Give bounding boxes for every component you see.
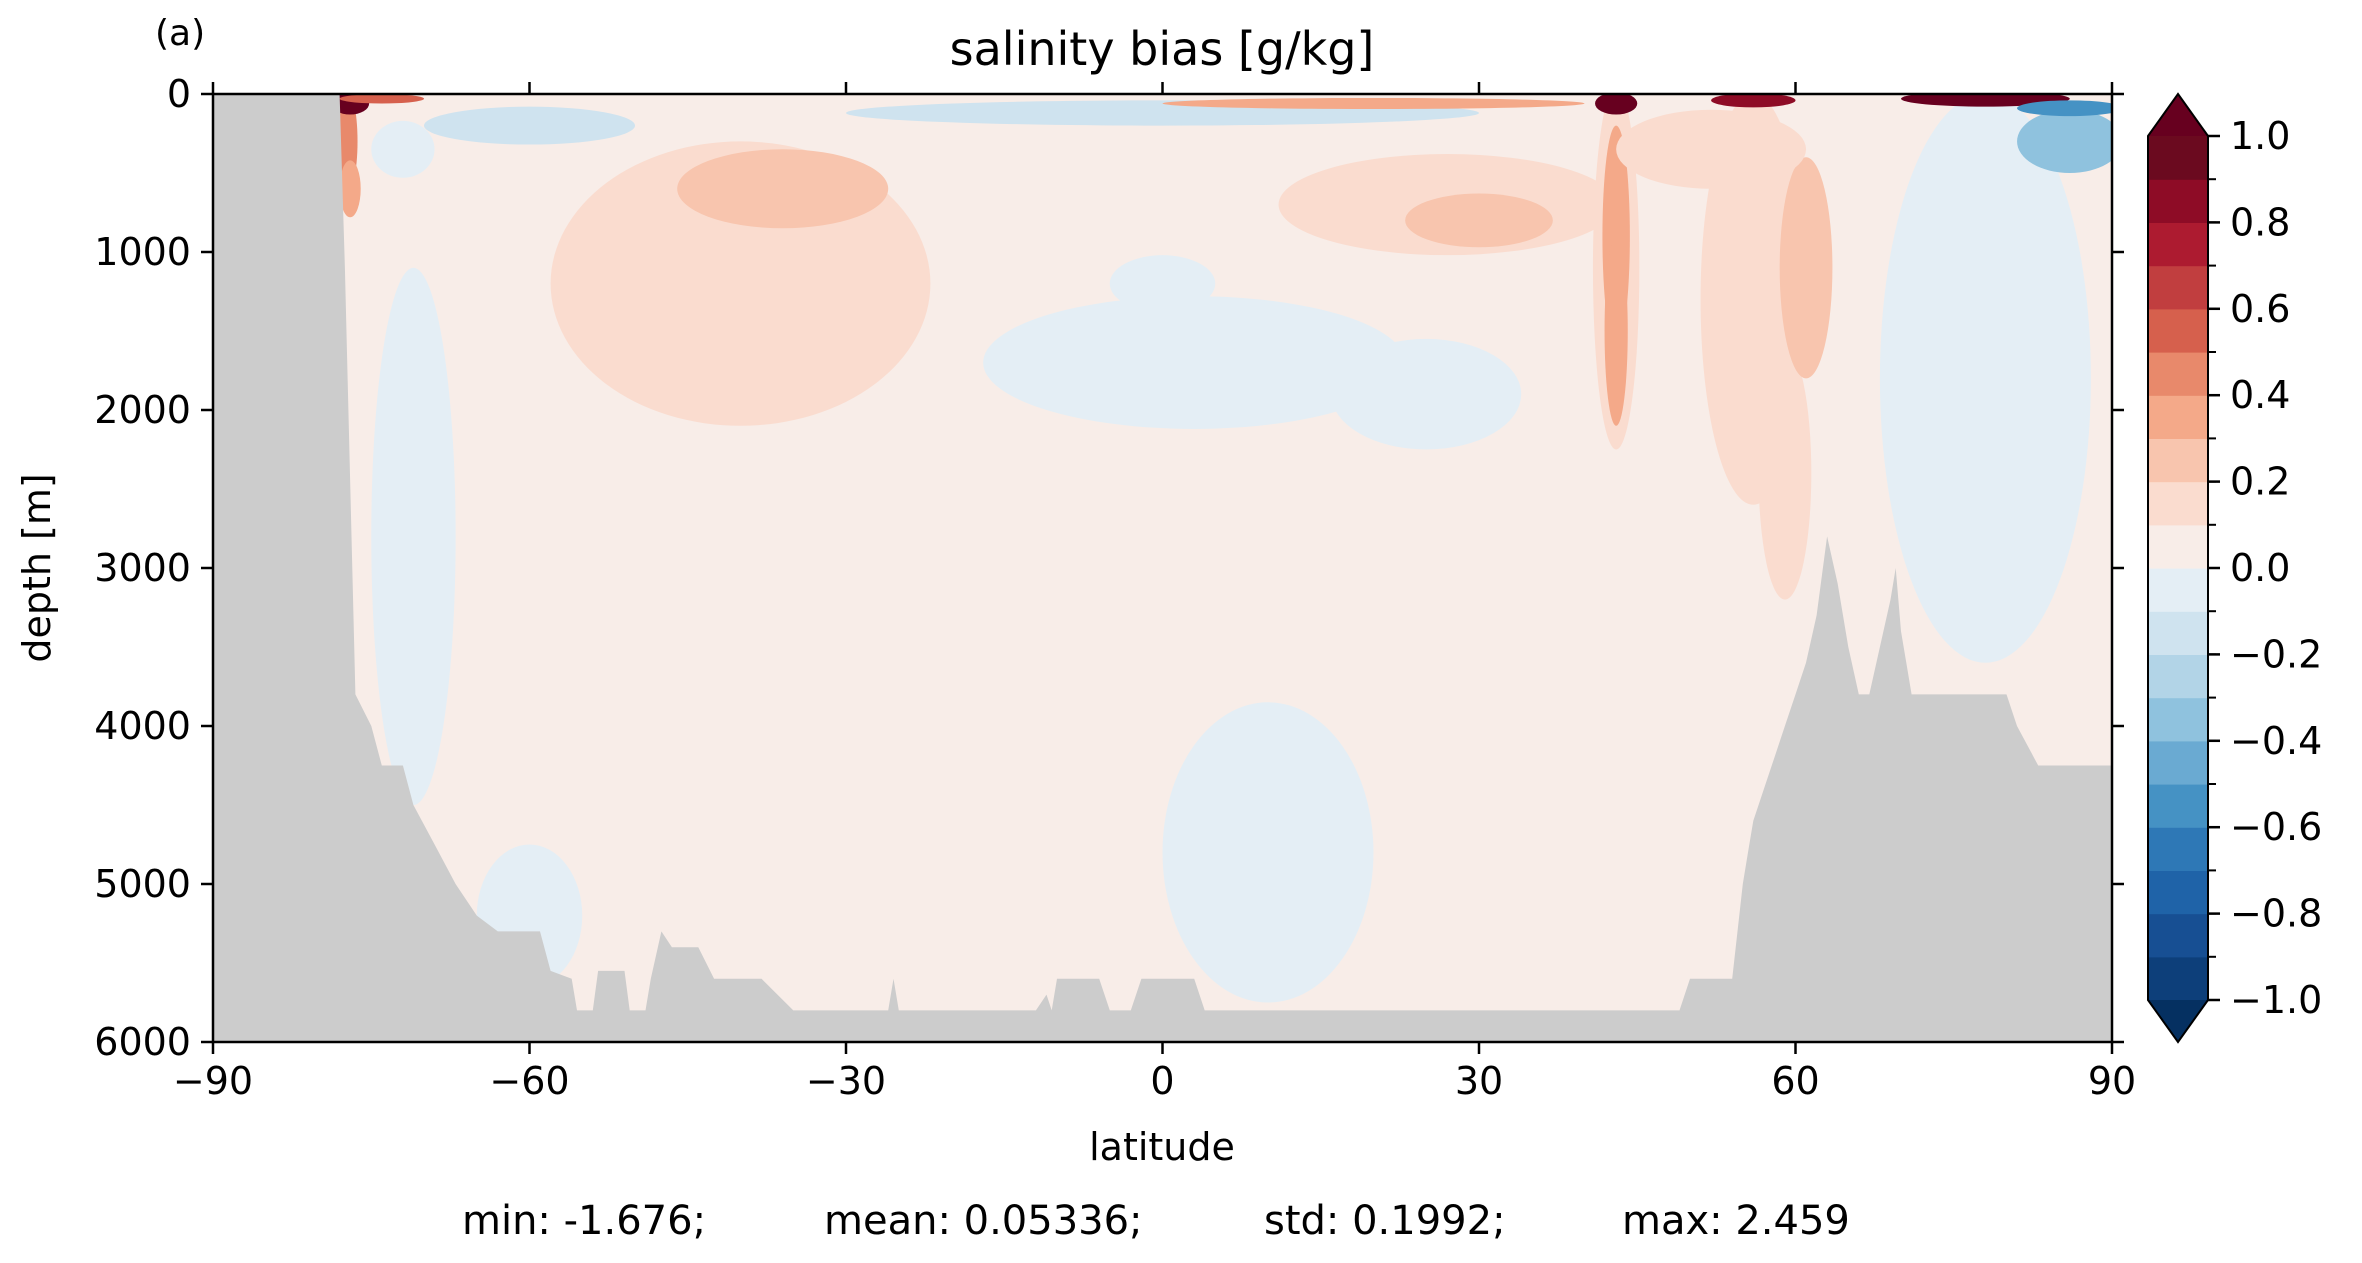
y-tick-label: 0 [167,72,191,116]
colorbar-swatch [2148,568,2208,612]
x-tick-label: 30 [1455,1059,1503,1103]
bias-patch [1162,702,1374,1003]
x-axis: −90 −60 −30 0 30 60 90 [173,82,2136,1103]
colorbar-swatch [2148,395,2208,439]
colorbar-swatch [2148,784,2208,828]
bias-patch [1331,338,1522,450]
stat-std: std: 0.1992; [1264,1198,1506,1244]
bias-patch [1162,97,1585,110]
bias-patch [983,296,1406,429]
colorbar-extend-min [2148,1000,2208,1042]
panel-label: (a) [155,13,205,54]
x-tick-label: −30 [806,1059,886,1103]
colorbar-tick-label: 0.6 [2230,287,2290,331]
x-tick-label: 0 [1150,1059,1174,1103]
stat-mean: mean: 0.05336; [824,1198,1143,1244]
colorbar-swatch [2148,222,2208,267]
colorbar-tick-label: −1.0 [2230,978,2322,1022]
bias-patch [1711,94,1796,108]
colorbar-swatch [2148,308,2208,353]
colorbar-swatch [2148,136,2208,180]
colorbar-tick-label: −0.6 [2230,805,2322,849]
bias-patch [1616,109,1807,189]
colorbar-tick-label: 1.0 [2230,114,2290,158]
x-tick-label: −60 [489,1059,569,1103]
colorbar-tick-label: 0.2 [2230,460,2290,504]
y-tick-label: 2000 [94,388,191,432]
colorbar-tick-label: 0.4 [2230,373,2290,417]
colorbar-swatch [2148,352,2208,396]
x-tick-label: −90 [173,1059,253,1103]
colorbar-swatch [2148,870,2208,915]
colorbar-tick-label: 0.0 [2230,546,2290,590]
bias-patch [677,149,889,229]
colorbar-swatch [2148,179,2208,223]
colorbar-extend-max [2148,94,2208,136]
bias-patch [1779,157,1833,379]
bias-patch [339,160,361,218]
y-axis-label: depth [m] [15,473,59,662]
colorbar-swatch [2148,438,2208,483]
stat-min: min: -1.676; [462,1198,707,1244]
bias-patch [371,120,435,178]
colorbar-swatch [2148,265,2208,310]
bias-patch [1879,94,2091,663]
bias-patch [371,267,456,805]
colorbar-swatch [2148,481,2208,526]
bias-patch [1758,346,1812,600]
bias-patch [1901,94,2070,107]
y-tick-label: 3000 [94,546,191,590]
stat-max: max: 2.459 [1622,1198,1850,1244]
colorbar-tick-label: −0.2 [2230,632,2322,676]
y-tick-label: 5000 [94,862,191,906]
colorbar-swatch [2148,740,2208,785]
summary-statistics: min: -1.676; mean: 0.05336; std: 0.1992;… [0,1198,2362,1258]
bias-patch [339,94,424,104]
x-tick-label: 90 [2088,1059,2136,1103]
colorbar-swatch [2148,956,2208,1001]
colorbar-tick-label: 0.8 [2230,200,2290,244]
colorbar: −1.0 −0.8 −0.6 −0.4 −0.2 0.0 0.2 0.4 0.6 0.8 1.0 [2147,92,2322,1044]
colorbar-swatch [2148,611,2208,655]
y-tick-label: 1000 [94,230,191,274]
bias-patch [1604,236,1628,426]
bias-patch [1595,94,1638,115]
colorbar-swatch [2148,524,2208,569]
y-tick-label: 4000 [94,704,191,748]
bias-patch [424,106,635,145]
x-axis-label: latitude [1089,1125,1235,1169]
x-tick-label: 60 [1771,1059,1819,1103]
y-tick-label: 6000 [94,1020,191,1064]
bias-patch [1405,193,1553,248]
colorbar-tick-label: −0.4 [2230,719,2322,763]
colorbar-swatch [2148,913,2208,958]
colorbar-tick-label: −0.8 [2230,892,2322,936]
y-axis: 0 1000 2000 3000 4000 5000 6000 [94,72,2124,1064]
bathymetry-land [213,94,2112,1042]
colorbar-swatch [2148,827,2208,871]
colorbar-swatch [2148,697,2208,742]
chart-title: salinity bias [g/kg] [950,22,1375,76]
salinity-field [331,94,2112,1003]
bias-patch [2017,100,2112,117]
plot-area: −90 −60 −30 0 30 60 90 0 1000 2000 3000 4000 5000 60… [94,72,2136,1103]
bias-patch [2017,109,2112,173]
colorbar-swatch [2148,654,2208,699]
